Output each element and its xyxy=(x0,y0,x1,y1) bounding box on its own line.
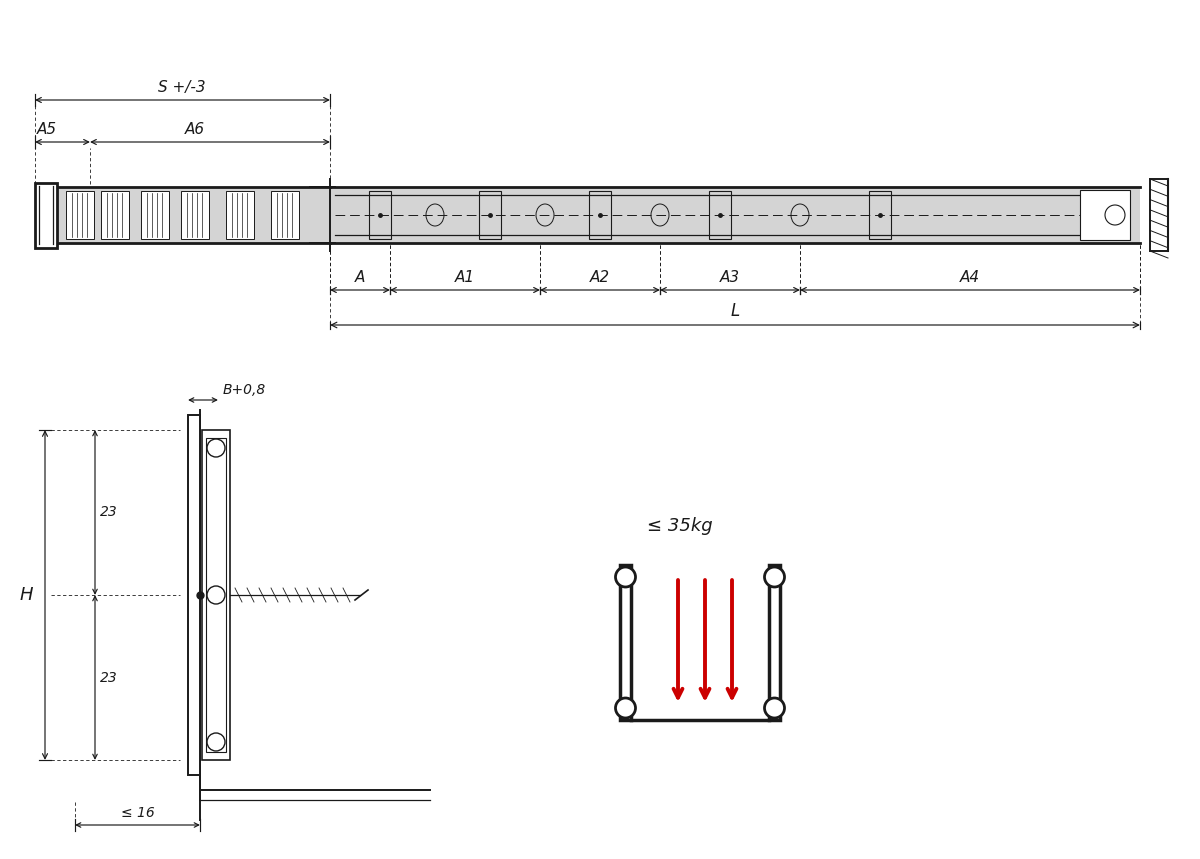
Text: B+0,8: B+0,8 xyxy=(223,383,266,397)
Bar xyxy=(1150,179,1168,251)
Bar xyxy=(479,191,502,239)
Bar xyxy=(181,191,209,239)
Text: A5: A5 xyxy=(37,122,58,137)
Circle shape xyxy=(616,567,636,587)
Bar xyxy=(188,415,200,775)
Bar xyxy=(142,191,169,239)
Text: A: A xyxy=(355,270,365,285)
Bar xyxy=(589,191,611,239)
Text: A6: A6 xyxy=(185,122,205,137)
Text: H: H xyxy=(19,586,34,604)
Text: ≤ 35kg: ≤ 35kg xyxy=(647,517,713,535)
Bar xyxy=(226,191,254,239)
Text: A3: A3 xyxy=(720,270,740,285)
Bar xyxy=(271,191,299,239)
Circle shape xyxy=(764,567,785,587)
Circle shape xyxy=(764,698,785,718)
Circle shape xyxy=(208,586,226,604)
Circle shape xyxy=(208,439,226,457)
Bar xyxy=(370,191,391,239)
Text: 23: 23 xyxy=(100,671,118,685)
Bar xyxy=(66,191,94,239)
Bar xyxy=(101,191,130,239)
Text: ≤ 16: ≤ 16 xyxy=(121,806,155,820)
Circle shape xyxy=(616,698,636,718)
Text: 23: 23 xyxy=(100,505,118,520)
Circle shape xyxy=(208,733,226,751)
Bar xyxy=(1080,190,1130,240)
Bar xyxy=(35,183,58,248)
Bar xyxy=(769,565,780,720)
Text: L: L xyxy=(731,302,739,320)
Bar xyxy=(330,187,1140,243)
Bar xyxy=(55,187,330,243)
Text: A1: A1 xyxy=(455,270,475,285)
Bar xyxy=(202,430,230,760)
Text: A2: A2 xyxy=(590,270,610,285)
Bar xyxy=(620,565,631,720)
Bar xyxy=(709,191,731,239)
Bar xyxy=(206,438,226,752)
Bar xyxy=(869,191,890,239)
Text: A4: A4 xyxy=(960,270,980,285)
Text: S +/-3: S +/-3 xyxy=(158,80,206,95)
